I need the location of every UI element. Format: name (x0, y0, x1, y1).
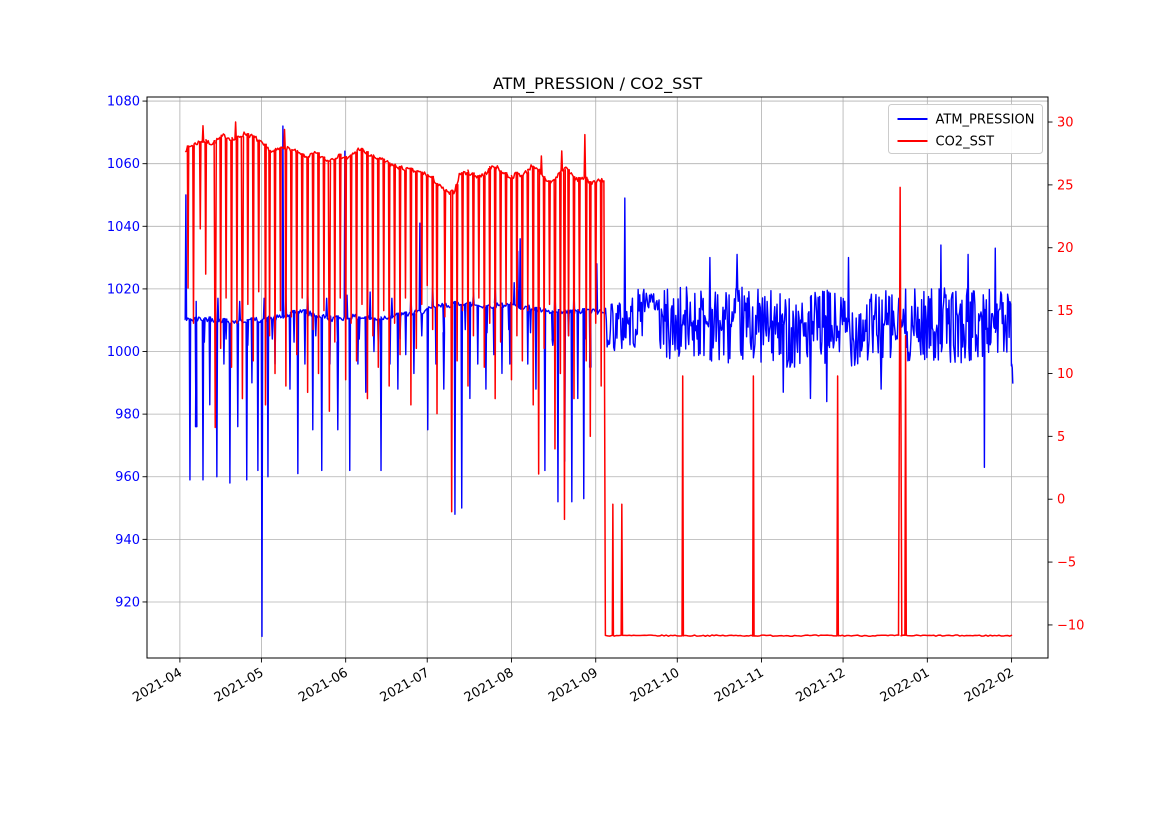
y-right-tick-label: −10 (1057, 618, 1084, 633)
x-tick-label: 2021-10 (628, 665, 683, 705)
series-atm-pression-line (184, 125, 1014, 638)
y-left-tick-label: 1060 (107, 157, 140, 172)
y-right-tick-label: 0 (1057, 493, 1065, 508)
y-right-tick-label: 25 (1057, 178, 1074, 193)
legend-label: CO2_SST (936, 135, 995, 150)
y-left-tick-label: 940 (115, 533, 140, 548)
x-tick-label: 2021-11 (712, 665, 767, 705)
y-left-tick-label: 960 (115, 470, 140, 485)
y-right-tick-label: −5 (1057, 556, 1076, 571)
y-right-tick-label: 5 (1057, 430, 1065, 445)
x-tick-label: 2021-05 (212, 665, 267, 705)
plot-border (146, 96, 1049, 659)
y-left-tick-label: 1040 (107, 220, 140, 235)
y-right-tick-label: 15 (1057, 304, 1074, 319)
y-right-tick-label: 10 (1057, 367, 1074, 382)
y-left-tick-label: 1080 (107, 95, 140, 110)
y-left-tick-label: 920 (115, 595, 140, 610)
x-tick-label: 2021-06 (296, 665, 351, 705)
x-tick-label: 2022-02 (962, 665, 1017, 705)
y-left-tick-label: 980 (115, 408, 140, 423)
y-left-tick-label: 1020 (107, 282, 140, 297)
x-tick-label: 2021-04 (130, 665, 185, 705)
legend-label: ATM_PRESSION (936, 113, 1035, 128)
y-right-tick-label: 30 (1057, 116, 1074, 131)
x-tick-label: 2021-09 (546, 665, 601, 705)
y-left-tick-label: 1000 (107, 345, 140, 360)
x-tick-label: 2021-08 (462, 665, 517, 705)
chart-title: ATM_PRESSION / CO2_SST (493, 74, 703, 94)
y-right-tick-label: 20 (1057, 241, 1074, 256)
axis-ticks (142, 100, 1053, 663)
x-tick-label: 2022-01 (878, 665, 933, 705)
series-co2-sst-line (184, 121, 1013, 637)
x-tick-label: 2021-12 (794, 665, 849, 705)
legend: ATM_PRESSION CO2_SST (888, 104, 1043, 154)
x-tick-label: 2021-07 (378, 665, 433, 705)
series (184, 121, 1014, 638)
